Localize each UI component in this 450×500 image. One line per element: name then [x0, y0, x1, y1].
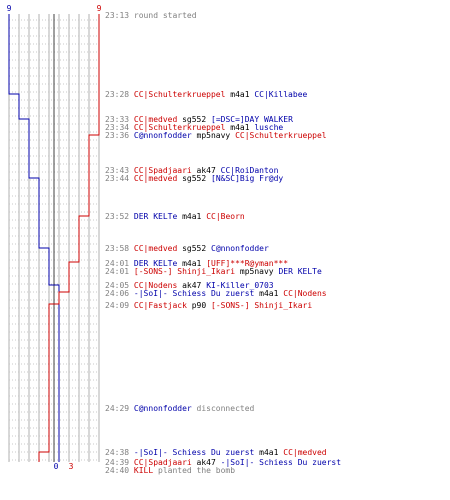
event-weapon: p90 — [186, 301, 211, 310]
event-row: 23:28 CC|Schulterkrueppel m4a1 CC|Killab… — [105, 90, 307, 99]
event-row: 24:38 -|SoI|- Schiess Du zuerst m4a1 CC|… — [105, 448, 327, 457]
event-player: KI-Killer_0703 — [206, 281, 274, 290]
event-player: CC|Nodens — [133, 281, 178, 290]
event-player: C@nnonfodder — [211, 244, 269, 253]
event-player: CC|medved — [283, 448, 327, 457]
event-player: -|SoI|- Schiess Du zuerst — [133, 289, 255, 298]
event-player: CC|Schulterkrueppel — [133, 123, 226, 132]
event-player: CC|Beorn — [206, 212, 245, 221]
event-player: -|SoI|- Schiess Du zuerst — [133, 448, 255, 457]
event-player: DER KELTe — [278, 267, 322, 276]
event-time: 24:05 — [105, 281, 130, 290]
event-weapon: m4a1 — [177, 259, 207, 268]
event-weapon: ak47 — [191, 458, 221, 467]
event-row: 24:06 -|SoI|- Schiess Du zuerst m4a1 CC|… — [105, 289, 327, 298]
event-player: C@nnonfodder — [133, 131, 192, 140]
event-row: 24:01 DER KELTe m4a1 [UFF]***R@yman*** — [105, 259, 288, 268]
event-player: CC|Schulterkrueppel — [235, 131, 327, 140]
event-time: 24:40 — [105, 466, 130, 475]
event-weapon: m4a1 — [254, 289, 284, 298]
blue-end-score: 0 — [54, 462, 59, 471]
event-player: CC|medved — [133, 244, 178, 253]
event-player: lusche — [254, 123, 284, 132]
event-row: 23:34 CC|Schulterkrueppel m4a1 lusche — [105, 123, 283, 132]
event-player: CC|Fastjack — [133, 301, 187, 310]
event-player: CC|Spadjaari — [133, 458, 192, 467]
event-player: DER KELTe — [133, 212, 178, 221]
red-team-line — [38, 14, 100, 462]
event-weapon: m4a1 — [225, 123, 255, 132]
event-time: 24:29 — [105, 404, 130, 413]
event-time: 24:01 — [105, 259, 130, 268]
event-player: CC|Killabee — [254, 90, 308, 99]
event-player: [N&SC]Big Fr@dy — [211, 174, 284, 183]
blue-start-score: 9 — [7, 4, 12, 13]
event-row: 24:39 CC|Spadjaari ak47 -|SoI|- Schiess … — [105, 458, 341, 467]
event-weapon: sg552 — [177, 115, 211, 124]
event-weapon: ak47 — [177, 281, 207, 290]
event-time: 23:34 — [105, 123, 130, 132]
event-weapon: mp5navy — [235, 267, 279, 276]
event-weapon: ak47 — [191, 166, 221, 175]
event-player: CC|RoiDanton — [220, 166, 279, 175]
event-time: 23:58 — [105, 244, 130, 253]
event-time: 24:39 — [105, 458, 130, 467]
event-time: 23:44 — [105, 174, 130, 183]
event-text: disconnected — [191, 404, 255, 413]
event-player: CC|medved — [133, 115, 178, 124]
event-row: 23:33 CC|medved sg552 [=DSC=]DAY WALKER — [105, 115, 293, 124]
event-time: 23:13 — [105, 11, 130, 20]
red-end-score: 3 — [69, 462, 74, 471]
event-player: CC|Nodens — [283, 289, 327, 298]
event-text: planted the bomb — [153, 466, 236, 475]
event-weapon: m4a1 — [254, 448, 284, 457]
event-weapon: mp5navy — [191, 131, 236, 140]
event-player: -|SoI|- Schiess Du zuerst — [220, 458, 342, 467]
event-row: 23:13 round started — [105, 11, 197, 20]
event-player: KILL — [133, 466, 154, 475]
event-row: 24:01 [-SONS-] Shinji_Ikari mp5navy DER … — [105, 267, 322, 276]
event-player: DER KELTe — [133, 259, 178, 268]
event-player: CC|Schulterkrueppel — [133, 90, 226, 99]
event-player: C@nnonfodder — [133, 404, 192, 413]
event-time: 24:09 — [105, 301, 130, 310]
event-player: [-SONS-] Shinji_Ikari — [133, 267, 236, 276]
event-time: 23:36 — [105, 131, 130, 140]
event-row: 23:58 CC|medved sg552 C@nnonfodder — [105, 244, 269, 253]
event-player: [=DSC=]DAY WALKER — [211, 115, 293, 124]
event-player: CC|medved — [133, 174, 178, 183]
event-time: 24:06 — [105, 289, 130, 298]
event-row: 24:29 C@nnonfodder disconnected — [105, 404, 254, 413]
event-row: 24:05 CC|Nodens ak47 KI-Killer_0703 — [105, 281, 274, 290]
event-weapon: m4a1 — [177, 212, 207, 221]
player-count-chart: 9 9 0 3 — [7, 4, 102, 471]
event-player: CC|Spadjaari — [133, 166, 192, 175]
event-weapon: sg552 — [177, 244, 211, 253]
event-player: [UFF]***R@yman*** — [206, 259, 289, 268]
event-row: 23:52 DER KELTe m4a1 CC|Beorn — [105, 212, 245, 221]
event-weapon: sg552 — [177, 174, 211, 183]
event-row: 24:09 CC|Fastjack p90 [-SONS-] Shinji_Ik… — [105, 301, 312, 310]
event-time: 23:28 — [105, 90, 130, 99]
event-time: 23:52 — [105, 212, 130, 221]
red-start-score: 9 — [97, 4, 102, 13]
blue-team-line — [8, 14, 60, 462]
event-weapon: m4a1 — [225, 90, 255, 99]
event-time: 24:38 — [105, 448, 130, 457]
event-time: 23:33 — [105, 115, 130, 124]
event-text: round started — [133, 11, 197, 20]
event-player: [-SONS-] Shinji_Ikari — [211, 301, 313, 310]
event-row: 23:44 CC|medved sg552 [N&SC]Big Fr@dy — [105, 174, 283, 183]
event-row: 23:36 C@nnonfodder mp5navy CC|Schulterkr… — [105, 131, 327, 140]
event-row: 23:43 CC|Spadjaari ak47 CC|RoiDanton — [105, 166, 278, 175]
event-time: 23:43 — [105, 166, 130, 175]
event-time: 24:01 — [105, 267, 130, 276]
event-row: 24:40 KILL planted the bomb — [105, 466, 235, 475]
